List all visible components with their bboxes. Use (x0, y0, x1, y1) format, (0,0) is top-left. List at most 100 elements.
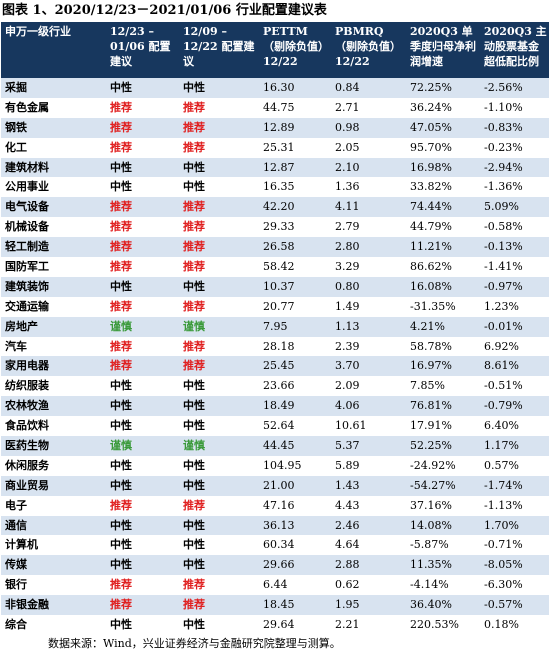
pbmrq-value: 2.21 (335, 617, 360, 631)
fund-allocation-value: -2.56% (484, 80, 523, 94)
current-rating: 推荐 (110, 578, 132, 592)
fund-allocation-value: 0.18% (484, 617, 519, 631)
industry-name: 综合 (5, 617, 27, 631)
table-row: 轻工制造 推荐 推荐 26.58 2.80 11.21% -0.13% (1, 237, 549, 258)
table-row: 银行 推荐 推荐 6.44 0.62 -4.14% -6.30% (1, 575, 549, 596)
previous-rating: 中性 (183, 279, 205, 293)
industry-name: 电子 (5, 498, 27, 512)
previous-rating: 推荐 (183, 498, 205, 512)
pettm-value: 20.77 (263, 299, 295, 313)
pbmrq-value: 4.64 (335, 538, 360, 552)
pettm-value: 44.45 (263, 438, 295, 452)
pettm-value: 6.44 (263, 578, 288, 592)
profit-growth-value: 16.98% (410, 160, 452, 174)
industry-name: 农林牧渔 (5, 399, 49, 413)
current-rating: 中性 (110, 399, 132, 413)
pettm-value: 23.66 (263, 379, 295, 393)
fund-allocation-value: -0.97% (484, 279, 523, 293)
fund-allocation-value: -1.74% (484, 478, 523, 492)
pettm-value: 44.75 (263, 100, 295, 114)
pettm-value: 58.42 (263, 259, 295, 273)
pettm-value: 16.30 (263, 80, 295, 94)
previous-rating: 中性 (183, 458, 205, 472)
industry-allocation-table: 申万一级行业 12/23 – 01/06 配置建议 12/09 – 12/22 … (1, 22, 549, 635)
pbmrq-value: 1.49 (335, 299, 360, 313)
table-row: 非银金融 推荐 推荐 18.45 1.95 36.40% -0.57% (1, 595, 549, 616)
pettm-value: 28.18 (263, 339, 295, 353)
industry-name: 有色金属 (5, 100, 49, 114)
profit-growth-value: -5.87% (410, 538, 449, 552)
industry-name: 机械设备 (5, 220, 49, 234)
profit-growth-value: 11.21% (410, 240, 452, 254)
industry-name: 公用事业 (5, 180, 49, 194)
profit-growth-value: 17.91% (410, 419, 452, 433)
pettm-value: 52.64 (263, 419, 295, 433)
fund-allocation-value: -0.58% (484, 220, 523, 234)
table-row: 钢铁 推荐 推荐 12.89 0.98 47.05% -0.83% (1, 117, 549, 138)
fund-allocation-value: -8.05% (484, 558, 523, 572)
fund-allocation-value: -0.71% (484, 538, 523, 552)
previous-rating: 中性 (183, 419, 205, 433)
table-row: 通信 中性 中性 36.13 2.46 14.08% 1.70% (1, 515, 549, 536)
industry-name: 交通运输 (5, 299, 49, 313)
previous-rating: 推荐 (183, 359, 205, 373)
current-rating: 推荐 (110, 339, 132, 353)
profit-growth-value: 52.25% (410, 438, 452, 452)
current-rating: 推荐 (110, 140, 132, 154)
profit-growth-value: 7.85% (410, 379, 445, 393)
industry-name: 建筑材料 (5, 160, 49, 174)
fund-allocation-value: 1.23% (484, 299, 519, 313)
header-pettm: PETTM （剔除负值）12/22 (263, 25, 329, 68)
pettm-value: 16.35 (263, 180, 295, 194)
profit-growth-value: 220.53% (410, 617, 459, 631)
previous-rating: 中性 (183, 160, 205, 174)
pettm-value: 18.45 (263, 598, 295, 612)
table-row: 计算机 中性 中性 60.34 4.64 -5.87% -0.71% (1, 535, 549, 556)
pettm-value: 25.45 (263, 359, 295, 373)
industry-name: 房地产 (5, 319, 38, 333)
source-note: 数据来源：Wind，兴业证券经济与金融研究院整理与测算。 (48, 636, 341, 650)
fund-allocation-value: -1.36% (484, 180, 523, 194)
pettm-value: 12.89 (263, 120, 295, 134)
pbmrq-value: 1.36 (335, 180, 360, 194)
current-rating: 中性 (110, 478, 132, 492)
pbmrq-value: 0.80 (335, 279, 360, 293)
pbmrq-value: 0.98 (335, 120, 360, 134)
table-row: 休闲服务 中性 中性 104.95 5.89 -24.92% 0.57% (1, 455, 549, 476)
industry-name: 医药生物 (5, 438, 49, 452)
fund-allocation-value: -0.51% (484, 379, 523, 393)
pbmrq-value: 2.46 (335, 518, 360, 532)
fund-allocation-value: 8.61% (484, 359, 519, 373)
current-rating: 中性 (110, 80, 132, 94)
pettm-value: 29.64 (263, 617, 295, 631)
previous-rating: 推荐 (183, 240, 205, 254)
fund-allocation-value: -0.13% (484, 240, 523, 254)
pbmrq-value: 3.29 (335, 259, 360, 273)
current-rating: 推荐 (110, 299, 132, 313)
pbmrq-value: 3.70 (335, 359, 360, 373)
header-profit-growth: 2020Q3 单季度归母净利润增速 (410, 25, 476, 68)
figure-title: 图表 1、2020/12/23－2021/01/06 行业配置建议表 (2, 3, 327, 18)
current-rating: 中性 (110, 538, 132, 552)
table-row: 房地产 谨慎 谨慎 7.95 1.13 4.21% -0.01% (1, 316, 549, 337)
fund-allocation-value: 6.40% (484, 419, 519, 433)
previous-rating: 推荐 (183, 259, 205, 273)
pettm-value: 10.37 (263, 279, 295, 293)
fund-allocation-value: 6.92% (484, 339, 519, 353)
industry-name: 商业贸易 (5, 478, 49, 492)
previous-rating: 推荐 (183, 598, 205, 612)
header-previous-rating: 12/09 – 12/22 配置建议 (183, 25, 255, 68)
table-row: 采掘 中性 中性 16.30 0.84 72.25% -2.56% (1, 78, 549, 98)
profit-growth-value: 4.21% (410, 319, 445, 333)
pbmrq-value: 4.11 (335, 200, 360, 214)
profit-growth-value: 16.08% (410, 279, 452, 293)
table-row: 交通运输 推荐 推荐 20.77 1.49 -31.35% 1.23% (1, 296, 549, 317)
table-row: 有色金属 推荐 推荐 44.75 2.71 36.24% -1.10% (1, 97, 549, 118)
industry-name: 休闲服务 (5, 458, 49, 472)
previous-rating: 中性 (183, 379, 205, 393)
previous-rating: 推荐 (183, 200, 205, 214)
current-rating: 推荐 (110, 240, 132, 254)
pettm-value: 42.20 (263, 200, 295, 214)
pettm-value: 29.66 (263, 558, 295, 572)
previous-rating: 推荐 (183, 299, 205, 313)
